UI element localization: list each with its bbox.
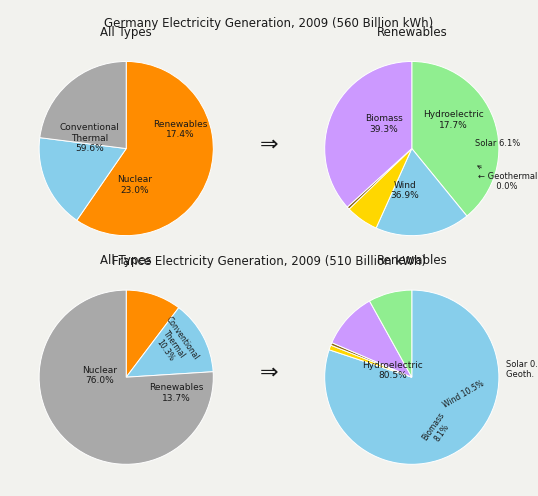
Text: Renewables
17.4%: Renewables 17.4% xyxy=(153,120,207,139)
Text: Solar 0.9%: Solar 0.9% xyxy=(506,360,538,369)
Text: Conventional
Thermal
10.3%: Conventional Thermal 10.3% xyxy=(147,315,201,373)
Wedge shape xyxy=(331,343,412,377)
Title: Renewables: Renewables xyxy=(377,254,447,267)
Wedge shape xyxy=(126,290,179,377)
Wedge shape xyxy=(412,62,499,216)
Text: ⇒: ⇒ xyxy=(260,134,278,154)
Wedge shape xyxy=(40,62,126,149)
Wedge shape xyxy=(329,345,412,377)
Wedge shape xyxy=(126,308,213,377)
Wedge shape xyxy=(77,62,213,236)
Wedge shape xyxy=(39,138,126,220)
Text: ← Geothermal
       0.0%: ← Geothermal 0.0% xyxy=(478,166,537,191)
Title: All Types: All Types xyxy=(100,25,152,39)
Text: Nuclear
76.0%: Nuclear 76.0% xyxy=(82,366,118,385)
Text: Renewables
13.7%: Renewables 13.7% xyxy=(150,383,204,403)
Wedge shape xyxy=(325,290,499,464)
Title: All Types: All Types xyxy=(100,254,152,267)
Wedge shape xyxy=(39,290,213,464)
Wedge shape xyxy=(325,62,412,207)
Text: Biomass
39.3%: Biomass 39.3% xyxy=(365,115,403,134)
Text: Wind
36.9%: Wind 36.9% xyxy=(391,181,419,200)
Text: Geoth.  0.0%: Geoth. 0.0% xyxy=(506,370,538,379)
Wedge shape xyxy=(370,290,412,377)
Text: France Electricity Generation, 2009 (510 Billion kWh): France Electricity Generation, 2009 (510… xyxy=(112,255,426,268)
Wedge shape xyxy=(376,149,467,236)
Wedge shape xyxy=(349,149,412,228)
Wedge shape xyxy=(332,301,412,377)
Text: Germany Electricity Generation, 2009 (560 Billion kWh): Germany Electricity Generation, 2009 (56… xyxy=(104,17,434,30)
Text: Biomass
8.1%: Biomass 8.1% xyxy=(421,411,455,448)
Title: Renewables: Renewables xyxy=(377,25,447,39)
Text: Solar 6.1%: Solar 6.1% xyxy=(475,139,520,148)
Wedge shape xyxy=(347,149,412,209)
Text: Nuclear
23.0%: Nuclear 23.0% xyxy=(117,176,152,195)
Text: Hydroelectric
17.7%: Hydroelectric 17.7% xyxy=(423,110,484,129)
Text: Conventional
Thermal
59.6%: Conventional Thermal 59.6% xyxy=(60,123,119,153)
Text: Hydroelectric
80.5%: Hydroelectric 80.5% xyxy=(362,361,423,380)
Text: ⇒: ⇒ xyxy=(260,363,278,383)
Text: Wind 10.5%: Wind 10.5% xyxy=(442,379,486,410)
